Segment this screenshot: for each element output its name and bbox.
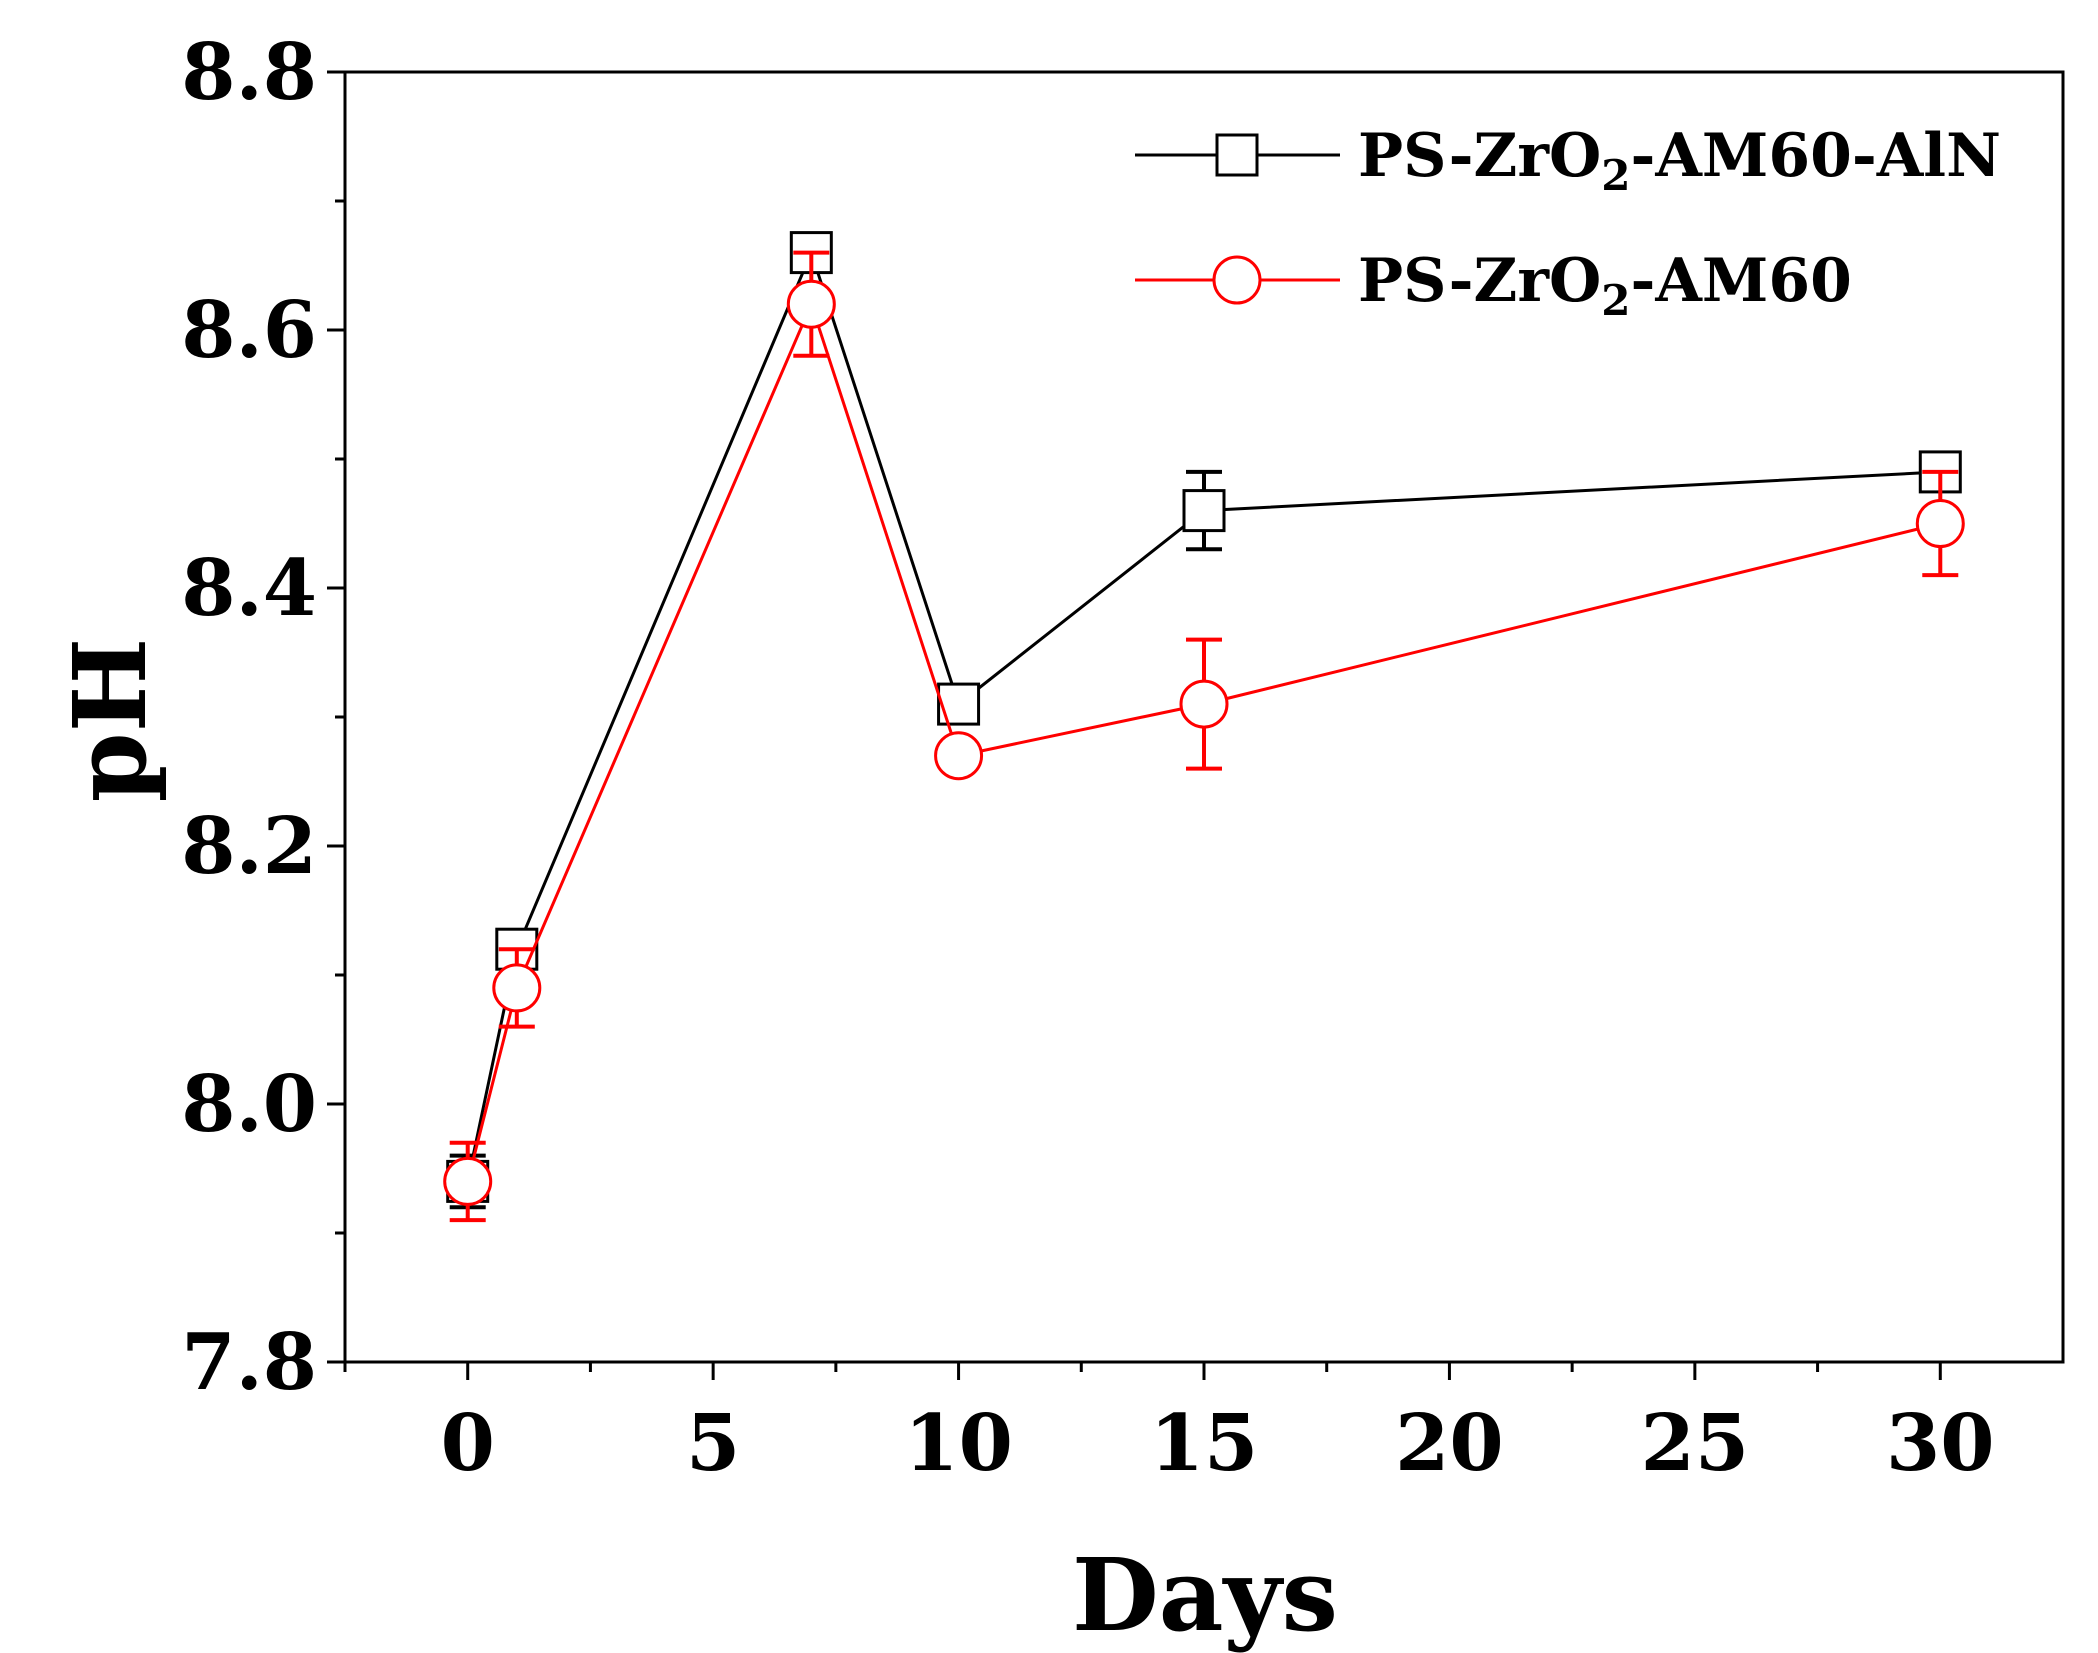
legend: PS-ZrO2-AM60-AlN PS-ZrO2-AM60: [1135, 121, 2001, 325]
series-line: [466, 299, 1941, 1182]
data-point-circle: [934, 731, 984, 781]
x-tick-label: 30: [1886, 1398, 1995, 1489]
y-tick-label: 8.4: [181, 543, 317, 634]
data-point-circle: [786, 279, 836, 329]
series-2: [443, 250, 1965, 1223]
y-axis: 7.8 8.0 8.2 8.4 8.6 8.8: [181, 27, 345, 1408]
legend-square-marker: [1215, 133, 1259, 177]
legend-entry-2: PS-ZrO2-AM60: [1135, 246, 1852, 325]
legend-entry-1: PS-ZrO2-AM60-AlN: [1135, 121, 2001, 200]
legend-label: PS-ZrO2-AM60: [1358, 246, 1852, 325]
data-point-circle: [492, 963, 542, 1013]
data-point-circle: [1915, 499, 1965, 548]
x-tick-label: 0: [441, 1398, 495, 1489]
x-axis-title: Days: [1072, 1536, 1338, 1653]
series-layer: [443, 231, 1965, 1223]
x-axis: 0 5 10 15 20 25 30: [343, 1362, 1995, 1489]
x-tick-label: 5: [686, 1398, 740, 1489]
data-point-square: [937, 682, 981, 726]
x-tick-label: 20: [1395, 1398, 1504, 1489]
data-point-square: [1182, 489, 1226, 533]
y-tick-label: 8.6: [181, 285, 317, 376]
legend-circle-marker: [1212, 255, 1262, 305]
y-tick-label: 8.8: [181, 27, 317, 118]
y-axis-title: pH: [51, 638, 169, 802]
legend-label: PS-ZrO2-AM60-AlN: [1358, 121, 2001, 200]
x-tick-label: 15: [1150, 1398, 1259, 1489]
y-tick-label: 8.0: [181, 1059, 317, 1150]
data-point-circle: [1179, 679, 1229, 729]
data-point-circle: [443, 1156, 493, 1206]
x-tick-label: 25: [1641, 1398, 1750, 1489]
y-tick-label: 7.8: [181, 1317, 317, 1408]
y-tick-label: 8.2: [181, 801, 317, 892]
x-tick-label: 10: [904, 1398, 1013, 1489]
